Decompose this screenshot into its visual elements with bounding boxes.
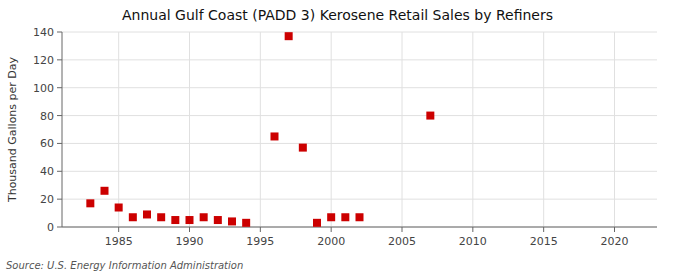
points xyxy=(86,32,434,227)
y-axis-label: Thousand Gallons per Day xyxy=(6,56,19,203)
x-tick xyxy=(543,227,544,232)
y-axis-line xyxy=(62,32,63,227)
point xyxy=(426,112,434,120)
y-tick xyxy=(57,171,62,172)
y-grid-line xyxy=(62,115,657,116)
point xyxy=(271,132,279,140)
x-tick xyxy=(614,227,615,232)
y-tick-label: 60 xyxy=(40,137,54,150)
point xyxy=(157,213,165,221)
y-tick xyxy=(57,59,62,60)
x-tick-label: 2020 xyxy=(601,235,629,248)
y-tick xyxy=(57,115,62,116)
point xyxy=(313,219,321,227)
y-tick-label: 40 xyxy=(40,165,54,178)
point xyxy=(356,213,364,221)
y-tick-label: 20 xyxy=(40,193,54,206)
y-tick-label: 100 xyxy=(33,82,54,95)
x-tick xyxy=(260,227,261,232)
x-grid-line xyxy=(472,32,473,227)
point xyxy=(214,216,222,224)
chart: 0 20 40 60 80 100 120 140 1985 1990 1995 2000 2005 20… xyxy=(0,0,675,275)
y-grid-line xyxy=(62,143,657,144)
x-grid-line xyxy=(331,32,332,227)
point xyxy=(143,210,151,218)
point xyxy=(242,219,250,227)
x-grid-line xyxy=(543,32,544,227)
x-tick-label: 2015 xyxy=(530,235,558,248)
point xyxy=(129,213,137,221)
y-tick xyxy=(57,87,62,88)
x-tick-label: 1990 xyxy=(176,235,204,248)
x-grid-line xyxy=(614,32,615,227)
y-grid-line xyxy=(62,32,657,33)
point xyxy=(228,217,236,225)
point xyxy=(285,32,293,40)
point xyxy=(327,213,335,221)
y-tick xyxy=(57,227,62,228)
y-grid-line xyxy=(62,227,657,228)
x-tick xyxy=(189,227,190,232)
y-tick xyxy=(57,199,62,200)
y-grid-line xyxy=(62,59,657,60)
grid xyxy=(62,32,657,227)
y-tick-label: 0 xyxy=(47,221,54,234)
y-grid-line xyxy=(62,199,657,200)
point xyxy=(171,216,179,224)
x-tick xyxy=(472,227,473,232)
y-tick-label: 80 xyxy=(40,110,54,123)
x-axis-line xyxy=(62,227,657,228)
source: Source: U.S. Energy Information Administ… xyxy=(6,260,243,271)
point xyxy=(186,216,194,224)
y-grid-line xyxy=(62,87,657,88)
x-tick-label: 2000 xyxy=(317,235,345,248)
point xyxy=(341,213,349,221)
chart-container: 0 20 40 60 80 100 120 140 1985 1990 1995 2000 2005 20… xyxy=(0,0,675,275)
x-grid-line xyxy=(189,32,190,227)
point xyxy=(299,144,307,152)
x-tick xyxy=(331,227,332,232)
y-tick xyxy=(57,32,62,33)
y-tick-label: 120 xyxy=(33,54,54,67)
point xyxy=(101,187,109,195)
x-tick-label: 2005 xyxy=(388,235,416,248)
x-tick-label: 1985 xyxy=(105,235,133,248)
x-tick-label: 1995 xyxy=(246,235,274,248)
y-tick xyxy=(57,143,62,144)
x-grid-line xyxy=(118,32,119,227)
x-grid-line xyxy=(402,32,403,227)
x-tick xyxy=(118,227,119,232)
title: Annual Gulf Coast (PADD 3) Kerosene Reta… xyxy=(122,7,553,23)
point xyxy=(200,213,208,221)
x-grid-line xyxy=(260,32,261,227)
point xyxy=(86,199,94,207)
y-grid-line xyxy=(62,171,657,172)
x-tick xyxy=(402,227,403,232)
x-tick-label: 2010 xyxy=(459,235,487,248)
point xyxy=(115,204,123,212)
y-tick-label: 140 xyxy=(33,26,54,39)
